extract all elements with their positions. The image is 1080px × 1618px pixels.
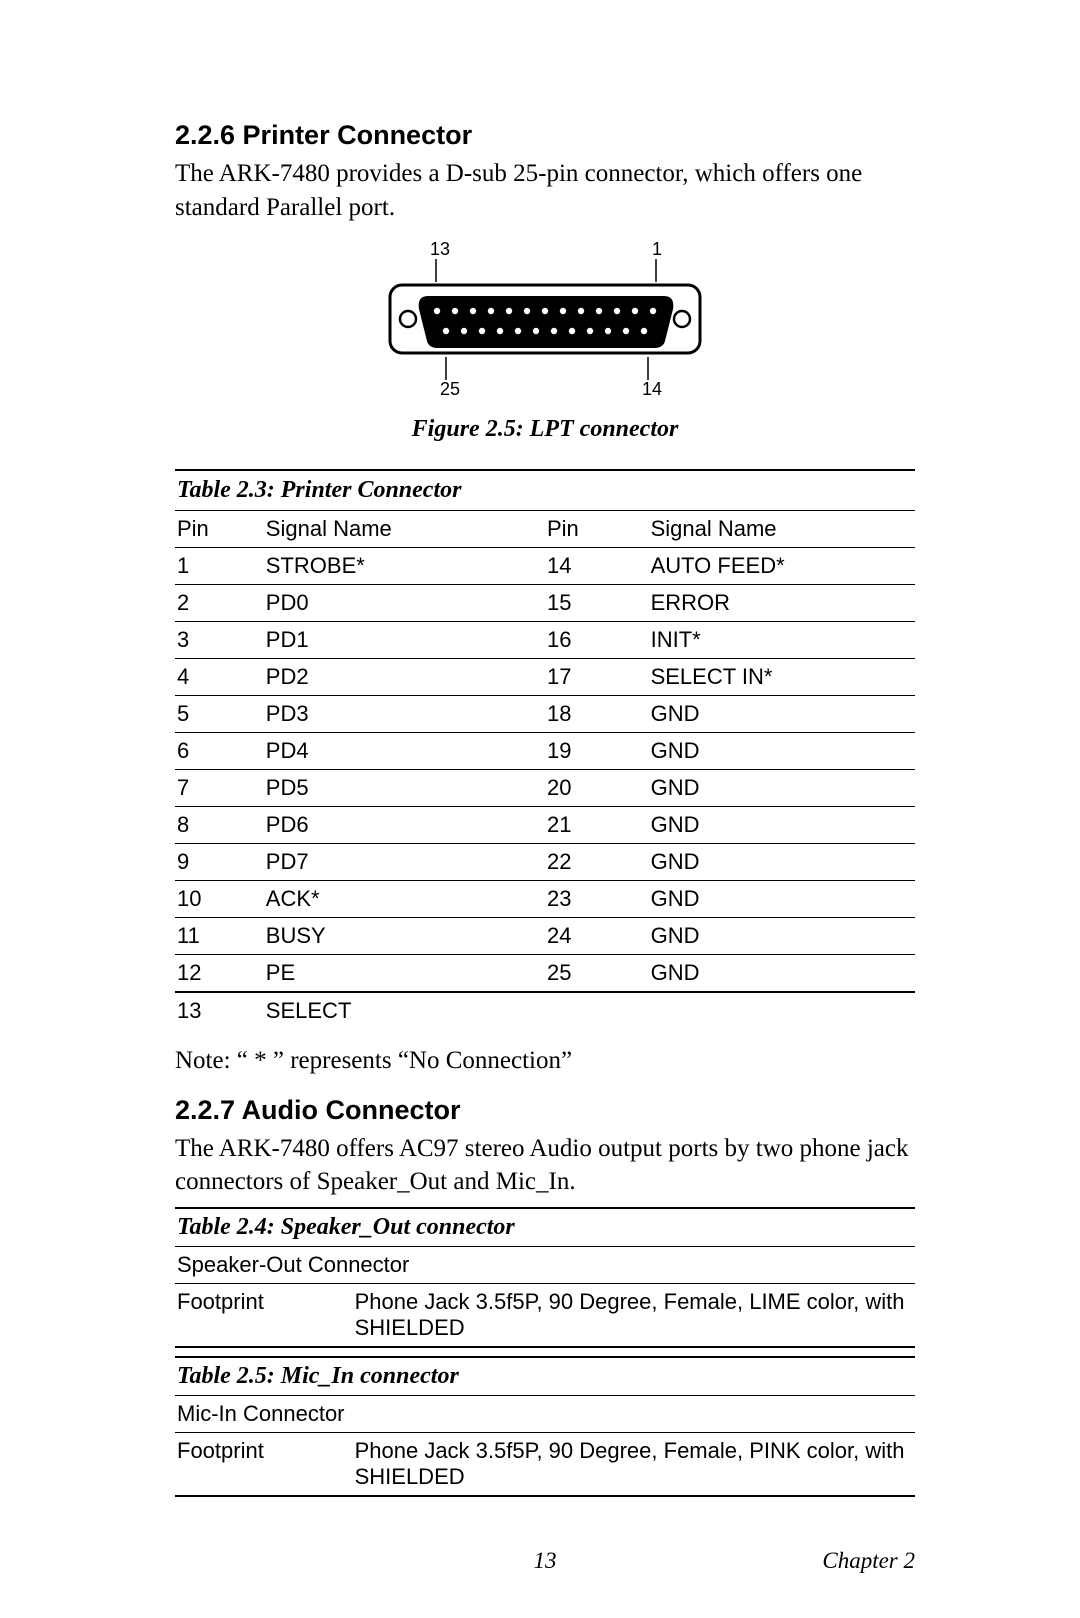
pin-label-bl: 25 bbox=[440, 379, 460, 397]
table-mic-in: Table 2.5: Mic_In connector Mic-In Conne… bbox=[175, 1356, 915, 1497]
cell-pin bbox=[545, 992, 649, 1029]
th-sig1: Signal Name bbox=[264, 510, 545, 547]
cell-signal bbox=[649, 992, 915, 1029]
cell-pin: 6 bbox=[175, 732, 264, 769]
table-speaker-out: Table 2.4: Speaker_Out connector Speaker… bbox=[175, 1207, 915, 1348]
note-asterisk: Note: “ * ” represents “No Connection” bbox=[175, 1047, 915, 1075]
cell-pin: 13 bbox=[175, 992, 264, 1029]
cell-signal: GND bbox=[649, 880, 915, 917]
cell-pin: 4 bbox=[175, 658, 264, 695]
cell-signal: ACK* bbox=[264, 880, 545, 917]
table-row: 13SELECT bbox=[175, 992, 915, 1029]
cell-pin: 8 bbox=[175, 806, 264, 843]
table-row: 6PD419GND bbox=[175, 732, 915, 769]
cell-signal: PD2 bbox=[264, 658, 545, 695]
table24-fp-label: Footprint bbox=[175, 1284, 353, 1348]
table-row: 11BUSY24GND bbox=[175, 917, 915, 954]
cell-signal: PD5 bbox=[264, 769, 545, 806]
table25-fp-value: Phone Jack 3.5f5P, 90 Degree, Female, PI… bbox=[353, 1433, 915, 1497]
cell-signal: PD3 bbox=[264, 695, 545, 732]
pin-label-tl: 13 bbox=[430, 239, 450, 259]
cell-pin: 5 bbox=[175, 695, 264, 732]
cell-signal: SELECT IN* bbox=[649, 658, 915, 695]
cell-signal: PE bbox=[264, 954, 545, 992]
cell-signal: PD1 bbox=[264, 621, 545, 658]
cell-signal: BUSY bbox=[264, 917, 545, 954]
cell-pin: 3 bbox=[175, 621, 264, 658]
cell-pin: 11 bbox=[175, 917, 264, 954]
cell-pin: 22 bbox=[545, 843, 649, 880]
page-number: 13 bbox=[534, 1548, 557, 1574]
lpt-connector-svg: 13 1 25 14 bbox=[380, 237, 710, 397]
figure-lpt-connector: 13 1 25 14 bbox=[175, 237, 915, 402]
cell-signal: PD7 bbox=[264, 843, 545, 880]
cell-signal: PD6 bbox=[264, 806, 545, 843]
table-row: 9PD722GND bbox=[175, 843, 915, 880]
cell-pin: 23 bbox=[545, 880, 649, 917]
table23-title: Table 2.3: Printer Connector bbox=[175, 470, 915, 511]
cell-signal: GND bbox=[649, 769, 915, 806]
cell-pin: 21 bbox=[545, 806, 649, 843]
cell-signal: GND bbox=[649, 843, 915, 880]
table24-fp-value: Phone Jack 3.5f5P, 90 Degree, Female, LI… bbox=[353, 1284, 915, 1348]
table-row: 4PD217SELECT IN* bbox=[175, 658, 915, 695]
table-row: 1STROBE*14AUTO FEED* bbox=[175, 547, 915, 584]
table-row: 3PD116INIT* bbox=[175, 621, 915, 658]
cell-pin: 14 bbox=[545, 547, 649, 584]
cell-signal: INIT* bbox=[649, 621, 915, 658]
cell-signal: GND bbox=[649, 954, 915, 992]
cell-pin: 7 bbox=[175, 769, 264, 806]
table-row: 8PD621GND bbox=[175, 806, 915, 843]
table-row: 12PE25GND bbox=[175, 954, 915, 992]
table-row: 7PD520GND bbox=[175, 769, 915, 806]
cell-pin: 15 bbox=[545, 584, 649, 621]
cell-pin: 19 bbox=[545, 732, 649, 769]
cell-pin: 1 bbox=[175, 547, 264, 584]
table25-fp-label: Footprint bbox=[175, 1433, 353, 1497]
th-sig2: Signal Name bbox=[649, 510, 915, 547]
cell-signal: GND bbox=[649, 917, 915, 954]
cell-pin: 12 bbox=[175, 954, 264, 992]
table24-title: Table 2.4: Speaker_Out connector bbox=[175, 1208, 915, 1247]
table-row: 10ACK*23GND bbox=[175, 880, 915, 917]
page: 2.2.6 Printer Connector The ARK-7480 pro… bbox=[0, 0, 1080, 1618]
table25-sub: Mic-In Connector bbox=[175, 1396, 915, 1433]
cell-pin: 24 bbox=[545, 917, 649, 954]
th-pin1: Pin bbox=[175, 510, 264, 547]
heading-audio-connector: 2.2.7 Audio Connector bbox=[175, 1095, 915, 1126]
para-audio-connector: The ARK-7480 offers AC97 stereo Audio ou… bbox=[175, 1132, 915, 1200]
table24-sub: Speaker-Out Connector bbox=[175, 1247, 915, 1284]
cell-pin: 18 bbox=[545, 695, 649, 732]
cell-signal: STROBE* bbox=[264, 547, 545, 584]
th-pin2: Pin bbox=[545, 510, 649, 547]
pin-label-br: 14 bbox=[642, 379, 662, 397]
cell-pin: 2 bbox=[175, 584, 264, 621]
cell-pin: 16 bbox=[545, 621, 649, 658]
cell-signal: SELECT bbox=[264, 992, 545, 1029]
cell-signal: AUTO FEED* bbox=[649, 547, 915, 584]
heading-printer-connector: 2.2.6 Printer Connector bbox=[175, 120, 915, 151]
cell-signal: GND bbox=[649, 806, 915, 843]
table-printer-connector: Table 2.3: Printer Connector Pin Signal … bbox=[175, 469, 915, 1029]
cell-signal: PD4 bbox=[264, 732, 545, 769]
para-printer-connector: The ARK-7480 provides a D-sub 25-pin con… bbox=[175, 157, 915, 225]
cell-signal: GND bbox=[649, 695, 915, 732]
cell-signal: ERROR bbox=[649, 584, 915, 621]
cell-pin: 20 bbox=[545, 769, 649, 806]
cell-pin: 25 bbox=[545, 954, 649, 992]
table23-header-row: Pin Signal Name Pin Signal Name bbox=[175, 510, 915, 547]
cell-signal: PD0 bbox=[264, 584, 545, 621]
table25-title: Table 2.5: Mic_In connector bbox=[175, 1357, 915, 1396]
figure-caption: Figure 2.5: LPT connector bbox=[175, 416, 915, 443]
chapter-label: Chapter 2 bbox=[822, 1548, 915, 1574]
cell-pin: 10 bbox=[175, 880, 264, 917]
cell-signal: GND bbox=[649, 732, 915, 769]
table-row: 2PD015ERROR bbox=[175, 584, 915, 621]
cell-pin: 9 bbox=[175, 843, 264, 880]
pin-label-tr: 1 bbox=[652, 239, 662, 259]
cell-pin: 17 bbox=[545, 658, 649, 695]
table-row: 5PD318GND bbox=[175, 695, 915, 732]
